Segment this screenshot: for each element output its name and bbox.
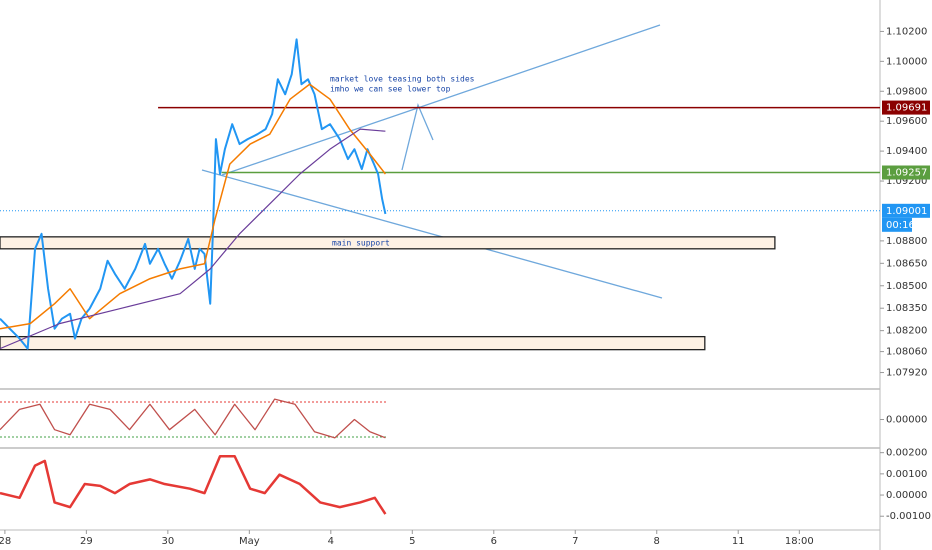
price-tag-label: 1.09257 bbox=[886, 168, 927, 179]
support-zone bbox=[0, 335, 706, 351]
x-tick-label: 18:00 bbox=[785, 536, 814, 547]
x-tick-label: 8 bbox=[654, 536, 660, 547]
price-tag bbox=[882, 203, 930, 218]
price-tag-label: 1.09691 bbox=[886, 103, 927, 114]
y-tick-label: 1.08350 bbox=[886, 303, 927, 314]
price-tag bbox=[882, 165, 930, 180]
y-tick-label: 1.08500 bbox=[886, 281, 927, 292]
x-tick-label: 6 bbox=[491, 536, 497, 547]
price-tag-label: 1.09001 bbox=[886, 206, 927, 217]
x-tick-label: 4 bbox=[328, 536, 334, 547]
series-line bbox=[0, 398, 386, 439]
support-zone bbox=[0, 236, 776, 250]
forecast-arrow bbox=[401, 102, 434, 171]
y-tick-label: 1.09600 bbox=[886, 116, 927, 127]
y-tick-label: 0.00000 bbox=[886, 490, 927, 501]
price-tag bbox=[882, 100, 930, 115]
zone-label: main support bbox=[332, 238, 390, 247]
x-tick-label: 28 bbox=[0, 536, 11, 547]
y-tick-label: 1.10200 bbox=[886, 26, 927, 37]
y-tick-label: -0.00100 bbox=[886, 511, 931, 522]
x-tick-label: May bbox=[239, 536, 260, 547]
y-tick-label: 0.00000 bbox=[886, 415, 927, 426]
y-tick-label: 1.09800 bbox=[886, 86, 927, 97]
x-tick-label: 29 bbox=[80, 536, 93, 547]
y-tick-label: 1.08800 bbox=[886, 236, 927, 247]
countdown: 00:16 bbox=[886, 220, 915, 231]
annotation: market love teasing both sides bbox=[330, 75, 475, 84]
drawings bbox=[0, 0, 881, 550]
series-line bbox=[0, 455, 387, 515]
series-line bbox=[0, 83, 386, 330]
x-tick-label: 11 bbox=[732, 536, 745, 547]
y-tick-label: 1.08060 bbox=[886, 347, 927, 358]
y-tick-label: 1.09400 bbox=[886, 146, 927, 157]
series-line bbox=[0, 128, 386, 350]
y-tick-label: 0.00100 bbox=[886, 469, 927, 480]
countdown-tag bbox=[882, 217, 912, 232]
y-tick-label: 1.10000 bbox=[886, 56, 927, 67]
y-tick-label: 0.00200 bbox=[886, 448, 927, 459]
x-tick-label: 30 bbox=[161, 536, 174, 547]
trend-line bbox=[221, 24, 661, 176]
y-tick-label: 1.07920 bbox=[886, 368, 927, 379]
x-tick-label: 5 bbox=[409, 536, 415, 547]
trend-line bbox=[201, 169, 663, 299]
y-tick-label: 1.09200 bbox=[886, 176, 927, 187]
series-line bbox=[0, 38, 387, 350]
y-tick-label: 1.08650 bbox=[886, 258, 927, 269]
annotation: imho we can see lower top bbox=[330, 85, 451, 94]
y-tick-label: 1.08200 bbox=[886, 326, 927, 337]
x-tick-label: 7 bbox=[572, 536, 578, 547]
